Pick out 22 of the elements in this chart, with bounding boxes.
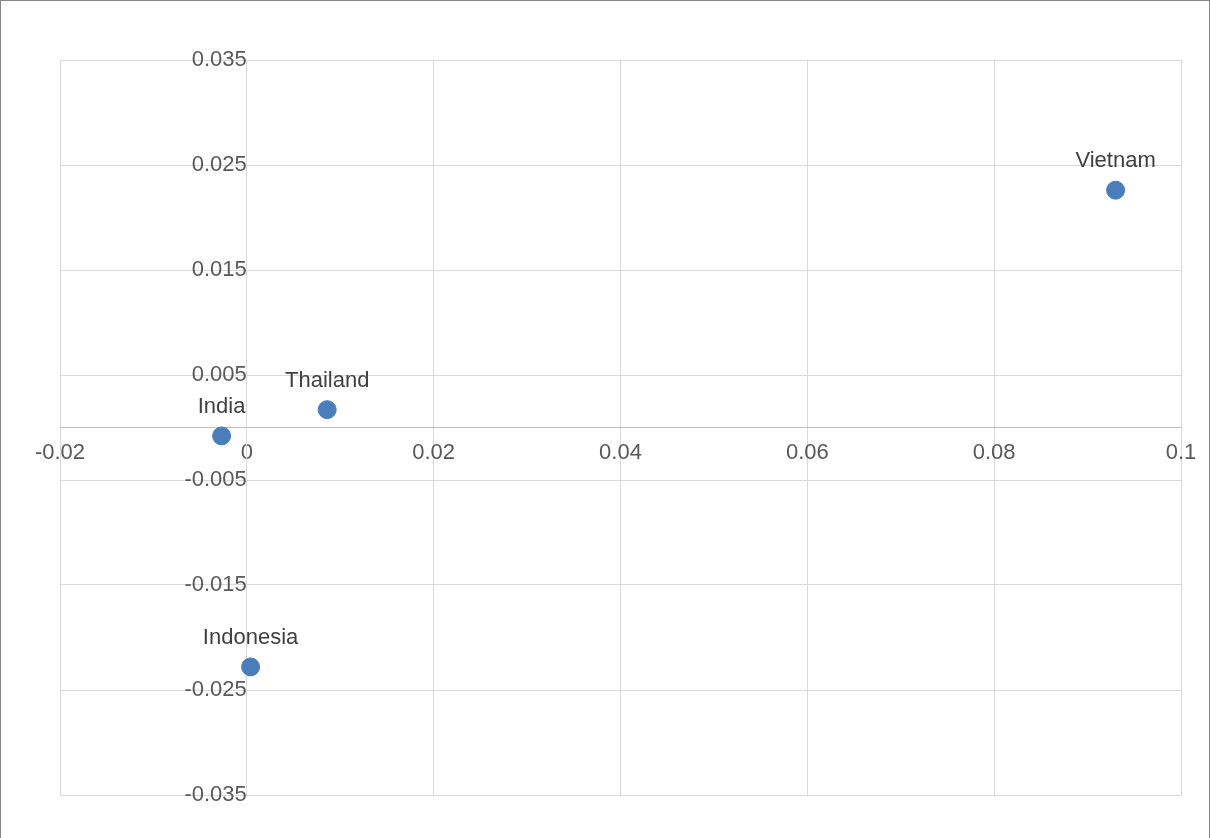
x-tick-label: 0.1 [1165, 438, 1197, 464]
series-label: Indonesia [202, 623, 300, 649]
point [241, 657, 261, 677]
point [1106, 180, 1126, 200]
y-tick-label: -0.015 [184, 571, 247, 597]
series-label: India [197, 392, 247, 418]
y-tick-label: -0.035 [184, 781, 247, 807]
series-label: Thailand [284, 366, 370, 392]
point [212, 426, 232, 446]
x-tick-label: 0.08 [972, 438, 1016, 464]
y-tick-label: 0.005 [191, 361, 247, 387]
x-tick-label: -0.02 [34, 438, 86, 464]
point [317, 400, 337, 420]
y-tick-label: 0.025 [191, 151, 247, 177]
series-label: Vietnam [1075, 147, 1156, 173]
y-tick-label: -0.005 [184, 466, 247, 492]
x-tick-label: 0.04 [599, 438, 642, 464]
y-tick-label: 0.035 [191, 46, 247, 72]
y-tick-label: 0.015 [191, 256, 247, 282]
x-tick-label: 0.02 [412, 438, 456, 464]
y-tick-label: -0.025 [184, 676, 247, 702]
x-tick-label: 0.06 [785, 438, 829, 464]
